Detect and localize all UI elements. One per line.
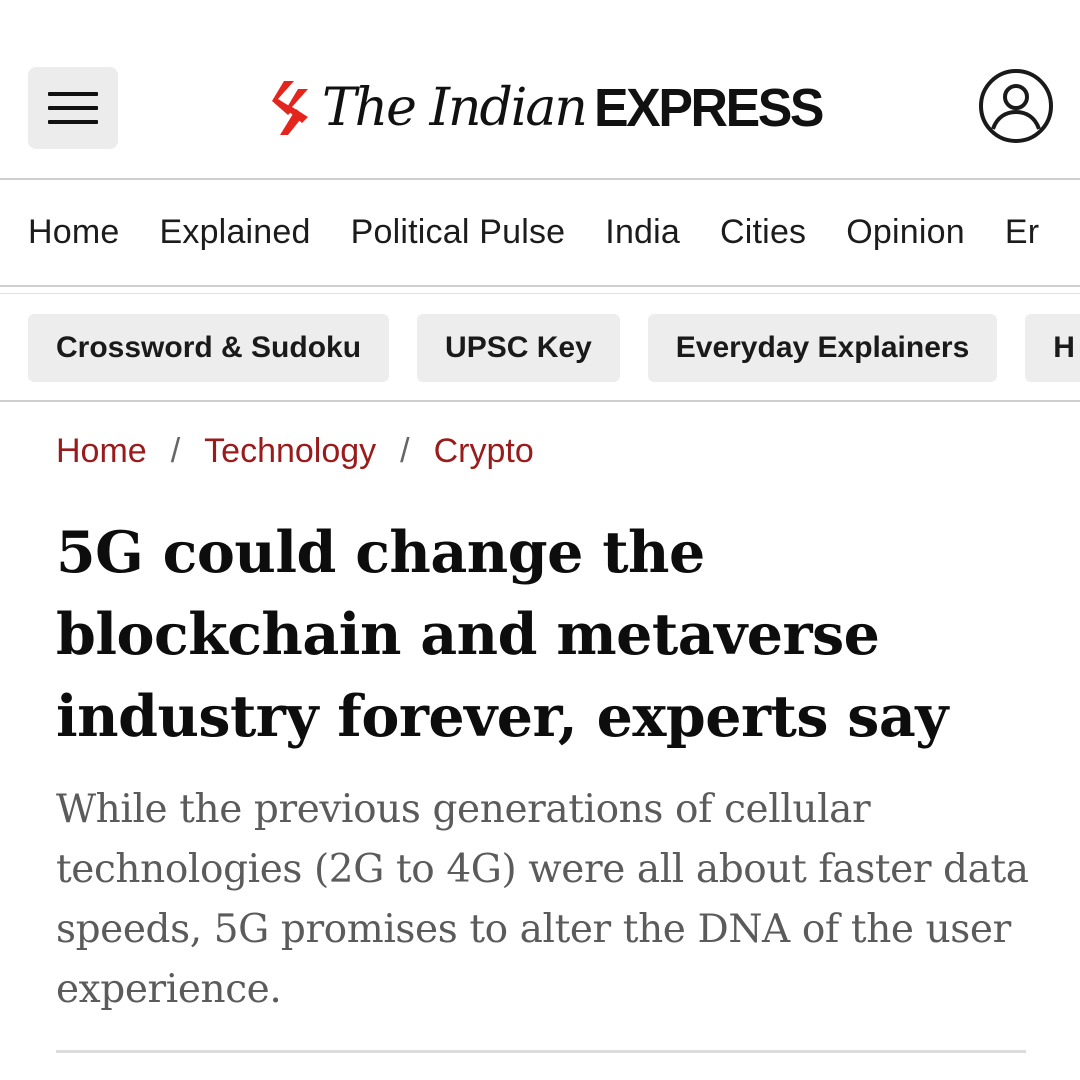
- nav-item-entertainment[interactable]: Er: [1004, 212, 1040, 251]
- chip-crossword-sudoku[interactable]: Crossword & Sudoku: [28, 314, 390, 382]
- hamburger-menu-icon-bar: [48, 106, 98, 110]
- nav-item-explained[interactable]: Explained: [159, 212, 311, 251]
- nav-item-home[interactable]: Home: [28, 212, 120, 251]
- nav-item-cities[interactable]: Cities: [720, 212, 807, 251]
- article-divider: [56, 1050, 1026, 1053]
- chips-divider: [0, 400, 1080, 402]
- breadcrumb-technology[interactable]: Technology: [204, 432, 377, 470]
- article-headline: 5G could change the blockchain and metav…: [56, 519, 948, 750]
- article-standfirst: While the previous generations of cellul…: [56, 787, 1029, 1012]
- chip-truncated[interactable]: H: [1025, 314, 1080, 382]
- logo-bold-text: EXPRESS: [593, 78, 825, 138]
- menu-button[interactable]: [28, 67, 118, 149]
- nav-divider-bottom: [0, 293, 1080, 294]
- breadcrumb: Home / Technology / Crypto: [56, 432, 534, 471]
- chip-upsc-key[interactable]: UPSC Key: [417, 314, 620, 382]
- breadcrumb-home[interactable]: Home: [56, 432, 147, 470]
- user-account-icon: [979, 69, 1053, 143]
- logo-script-text: The Indian: [322, 78, 588, 138]
- nav-item-political-pulse[interactable]: Political Pulse: [350, 212, 566, 251]
- breadcrumb-separator: /: [400, 432, 410, 470]
- account-button[interactable]: [978, 68, 1054, 144]
- breadcrumb-crypto[interactable]: Crypto: [433, 432, 534, 470]
- primary-nav: Home Explained Political Pulse India Cit…: [28, 182, 1079, 282]
- topic-chips: Crossword & Sudoku UPSC Key Everyday Exp…: [28, 314, 1080, 382]
- nav-divider-top: [0, 285, 1080, 287]
- hamburger-menu-icon: [48, 92, 98, 96]
- nav-item-india[interactable]: India: [605, 212, 681, 251]
- nav-item-opinion[interactable]: Opinion: [846, 212, 965, 251]
- hamburger-menu-icon-bar: [48, 120, 98, 124]
- chip-everyday-explainers[interactable]: Everyday Explainers: [647, 314, 998, 382]
- breadcrumb-separator: /: [170, 432, 181, 470]
- header-divider: [0, 178, 1080, 180]
- logo-mark-icon: [272, 81, 308, 135]
- site-header: The Indian EXPRESS: [0, 0, 1080, 178]
- site-logo[interactable]: The Indian EXPRESS: [270, 78, 832, 138]
